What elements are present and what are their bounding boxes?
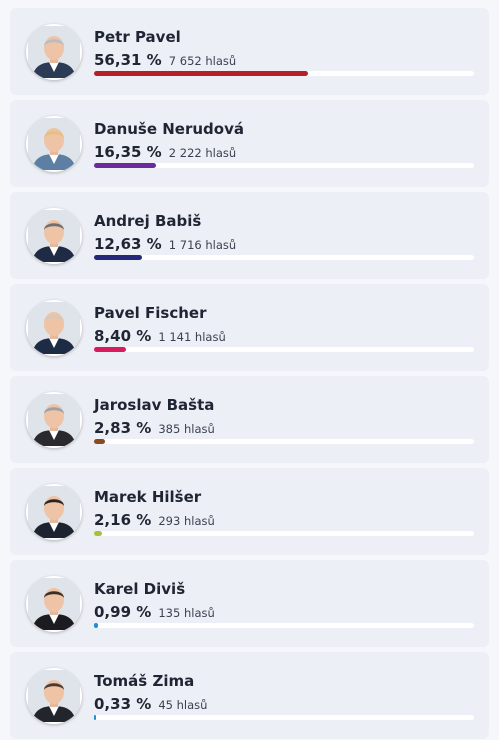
candidate-photo: [26, 24, 82, 80]
candidate-card[interactable]: Andrej Babiš 12,63 % 1 716 hlasů: [10, 192, 489, 279]
candidate-photo: [26, 668, 82, 724]
candidate-stats: 2,83 % 385 hlasů: [94, 418, 215, 437]
candidate-votes: 293 hlasů: [158, 514, 215, 528]
candidate-name: Pavel Fischer: [94, 304, 207, 322]
portrait-icon: [28, 118, 80, 170]
candidate-card[interactable]: Danuše Nerudová 16,35 % 2 222 hlasů: [10, 100, 489, 187]
candidate-photo: [26, 392, 82, 448]
candidate-name: Danuše Nerudová: [94, 120, 244, 138]
result-bar-fill: [94, 255, 142, 260]
candidate-votes: 1 716 hlasů: [168, 238, 237, 252]
candidate-card[interactable]: Karel Diviš 0,99 % 135 hlasů: [10, 560, 489, 647]
result-bar-track: [94, 623, 474, 628]
candidate-votes: 135 hlasů: [158, 606, 215, 620]
candidate-percent: 12,63 %: [94, 235, 162, 253]
result-bar-track: [94, 255, 474, 260]
candidate-name: Tomáš Zima: [94, 672, 195, 690]
candidate-percent: 0,99 %: [94, 603, 152, 621]
portrait-icon: [28, 486, 80, 538]
candidate-votes: 45 hlasů: [158, 698, 208, 712]
candidate-card[interactable]: Petr Pavel 56,31 % 7 652 hlasů: [10, 8, 489, 95]
result-bar-track: [94, 347, 474, 352]
candidate-percent: 0,33 %: [94, 695, 152, 713]
portrait-icon: [28, 394, 80, 446]
candidate-stats: 0,33 % 45 hlasů: [94, 694, 207, 713]
candidate-name: Jaroslav Bašta: [94, 396, 215, 414]
candidate-card[interactable]: Jaroslav Bašta 2,83 % 385 hlasů: [10, 376, 489, 463]
result-bar-fill: [94, 163, 156, 168]
candidate-name: Marek Hilšer: [94, 488, 202, 506]
candidate-stats: 12,63 % 1 716 hlasů: [94, 234, 236, 253]
candidate-votes: 1 141 hlasů: [158, 330, 226, 344]
portrait-icon: [28, 26, 80, 78]
candidate-photo: [26, 208, 82, 264]
candidate-photo: [26, 116, 82, 172]
candidate-card[interactable]: Pavel Fischer 8,40 % 1 141 hlasů: [10, 284, 489, 371]
portrait-icon: [28, 578, 80, 630]
candidate-percent: 2,83 %: [94, 419, 152, 437]
candidate-votes: 2 222 hlasů: [168, 146, 237, 160]
portrait-icon: [28, 210, 80, 262]
candidate-photo: [26, 484, 82, 540]
candidate-percent: 2,16 %: [94, 511, 152, 529]
candidate-votes: 385 hlasů: [158, 422, 215, 436]
candidate-stats: 2,16 % 293 hlasů: [94, 510, 215, 529]
candidate-percent: 56,31 %: [94, 51, 162, 69]
candidate-stats: 56,31 % 7 652 hlasů: [94, 50, 236, 69]
candidate-stats: 16,35 % 2 222 hlasů: [94, 142, 236, 161]
result-bar-track: [94, 715, 474, 720]
candidate-name: Karel Diviš: [94, 580, 186, 598]
result-bar-track: [94, 163, 474, 168]
result-bar-track: [94, 439, 474, 444]
result-bar-fill: [94, 71, 308, 76]
candidate-card[interactable]: Tomáš Zima 0,33 % 45 hlasů: [10, 652, 489, 739]
result-bar-fill: [94, 715, 96, 720]
candidate-votes: 7 652 hlasů: [168, 54, 237, 68]
candidate-stats: 8,40 % 1 141 hlasů: [94, 326, 226, 345]
result-bar-fill: [94, 623, 98, 628]
result-bar-fill: [94, 531, 102, 536]
portrait-icon: [28, 670, 80, 722]
candidate-name: Andrej Babiš: [94, 212, 202, 230]
candidate-percent: 16,35 %: [94, 143, 162, 161]
candidate-photo: [26, 300, 82, 356]
candidate-photo: [26, 576, 82, 632]
candidate-card[interactable]: Marek Hilšer 2,16 % 293 hlasů: [10, 468, 489, 555]
portrait-icon: [28, 302, 80, 354]
candidate-percent: 8,40 %: [94, 327, 152, 345]
result-bar-fill: [94, 439, 105, 444]
candidate-stats: 0,99 % 135 hlasů: [94, 602, 215, 621]
result-bar-fill: [94, 347, 126, 352]
result-bar-track: [94, 531, 474, 536]
result-bar-track: [94, 71, 474, 76]
candidate-name: Petr Pavel: [94, 28, 181, 46]
